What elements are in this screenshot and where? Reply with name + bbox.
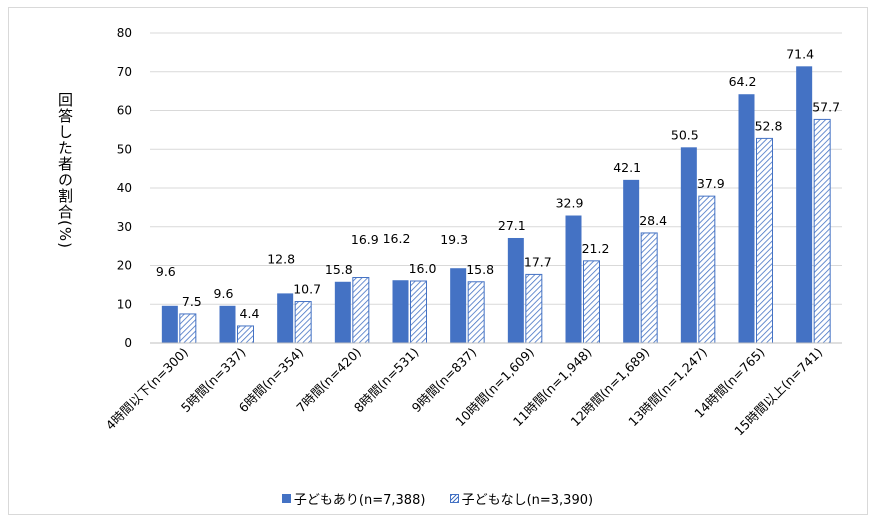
- data-label-without-children: 16.0: [409, 261, 437, 276]
- data-label-without-children: 10.7: [293, 282, 321, 297]
- data-label-with-children: 15.8: [325, 262, 353, 277]
- bar-without-children: [756, 137, 773, 344]
- legend: 子どもあり(n=7,388) 子どもなし(n=3,390): [0, 489, 875, 508]
- data-label-with-children: 9.6: [156, 264, 176, 279]
- data-label-with-children: 32.9: [556, 196, 584, 211]
- data-label-without-children: 37.9: [697, 176, 725, 191]
- bar-with-children: [565, 215, 582, 343]
- bar-without-children: [179, 313, 197, 344]
- data-label-with-children: 19.3: [440, 232, 468, 247]
- data-label-with-children: 9.6: [214, 286, 234, 301]
- y-tick-label: 10: [117, 297, 132, 311]
- bar-without-children: [640, 232, 658, 344]
- bar-with-children: [392, 280, 409, 343]
- legend-label-without-children: 子どもなし(n=3,390): [461, 493, 594, 508]
- bar-without-children: [813, 118, 831, 344]
- data-label-without-children: 57.7: [812, 99, 840, 114]
- bar-with-children: [161, 305, 178, 343]
- bar-with-children: [623, 179, 640, 343]
- bar-without-children: [583, 260, 600, 344]
- bar-with-children: [738, 94, 755, 343]
- legend-swatch-hatched: [449, 494, 459, 503]
- data-label-without-children: 7.5: [182, 294, 202, 309]
- legend-item-with-children: 子どもあり(n=7,388): [281, 489, 426, 508]
- y-tick-label: 20: [117, 259, 132, 273]
- legend-swatch-solid: [281, 494, 291, 503]
- data-label-with-children: 16.2: [383, 231, 411, 246]
- y-tick-label: 80: [117, 26, 132, 40]
- data-label-with-children: 64.2: [729, 74, 757, 89]
- y-tick-label: 50: [117, 142, 132, 156]
- bar-without-children: [525, 273, 543, 344]
- data-label-with-children: 71.4: [786, 46, 814, 61]
- data-label-with-children: 42.1: [613, 160, 641, 175]
- bar-with-children: [277, 293, 294, 343]
- bar-without-children: [352, 277, 370, 344]
- legend-item-without-children: 子どもなし(n=3,390): [449, 489, 594, 508]
- bar-with-children: [507, 237, 524, 343]
- bar-without-children: [294, 301, 312, 344]
- y-tick-label: 60: [117, 104, 132, 118]
- data-label-without-children: 17.7: [524, 254, 552, 269]
- data-label-without-children: 4.4: [240, 306, 260, 321]
- y-tick-label: 0: [124, 336, 132, 350]
- bar-without-children: [410, 280, 427, 344]
- y-axis-title: 回答した者の割合(%): [56, 92, 74, 249]
- bar-without-children: [698, 195, 716, 344]
- data-label-with-children: 50.5: [671, 127, 699, 142]
- data-label-with-children: 12.8: [267, 252, 295, 267]
- bar-with-children: [680, 147, 697, 343]
- legend-label-with-children: 子どもあり(n=7,388): [293, 493, 426, 508]
- data-label-without-children: 28.4: [639, 213, 667, 228]
- x-tick-label: 4時間以下(n=300): [103, 345, 191, 433]
- bar-with-children: [334, 281, 351, 343]
- bar-with-children: [219, 305, 236, 343]
- y-tick-label: 40: [117, 181, 132, 195]
- data-label-without-children: 52.8: [755, 118, 783, 133]
- bar-without-children: [237, 325, 254, 344]
- bar-with-children: [450, 268, 467, 343]
- bar-without-children: [467, 281, 485, 344]
- data-label-without-children: 16.9: [351, 232, 379, 247]
- chart-frame: [8, 7, 868, 515]
- data-label-without-children: 15.8: [466, 262, 494, 277]
- data-label-with-children: 27.1: [498, 218, 526, 233]
- y-tick-label: 30: [117, 220, 132, 234]
- data-label-without-children: 21.2: [582, 241, 610, 256]
- y-tick-label: 70: [117, 65, 132, 79]
- bar-with-children: [796, 66, 813, 343]
